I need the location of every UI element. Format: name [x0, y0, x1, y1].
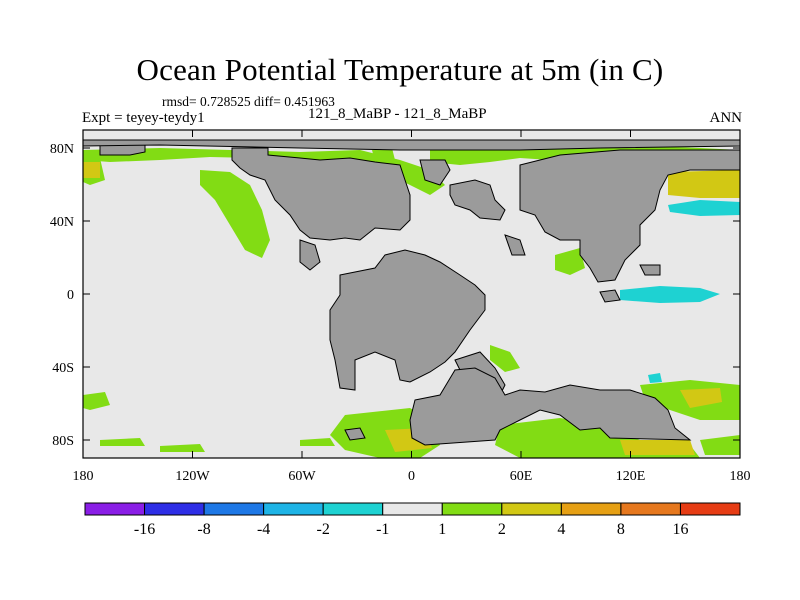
lon-label-180-left: 180 [73, 469, 94, 484]
colorbar-box [620, 502, 681, 516]
colorbar-labels: -16 -8 -4 -2 -1 1 2 4 8 16 [134, 521, 689, 538]
map-layers [83, 139, 740, 458]
colorbar-label: -4 [257, 521, 270, 538]
season-label: ANN [709, 110, 743, 126]
colorbar-label: -1 [376, 521, 389, 538]
longitude-labels: 180 120W 60W 0 60E 120E 180 [73, 469, 751, 484]
experiment-label: Expt = teyey-teydy1 [82, 110, 205, 126]
colorbar-label: 16 [672, 521, 688, 538]
lat-label-80n: 80N [50, 142, 74, 157]
colorbar-box [144, 502, 205, 516]
colorbar-box [501, 502, 562, 516]
anomaly-cyan-regions [620, 200, 740, 383]
lon-label-180-right: 180 [730, 469, 751, 484]
colorbar [84, 502, 741, 516]
colorbar-label: -2 [317, 521, 330, 538]
lat-label-40n: 40N [50, 215, 74, 230]
stats-text: rmsd= 0.728525 diff= 0.451963 [162, 94, 335, 109]
colorbar-label: -8 [197, 521, 210, 538]
colorbar-label: 8 [617, 521, 625, 538]
colorbar-box [263, 502, 324, 516]
longitude-axis [192, 130, 631, 458]
colorbar-label: 4 [557, 521, 565, 538]
lat-label-40s: 40S [52, 361, 74, 376]
colorbar-box [441, 502, 503, 516]
land-masses [83, 139, 740, 446]
lat-label-0: 0 [67, 288, 74, 303]
colorbar-box [679, 502, 741, 516]
latitude-labels: 80N 40N 0 40S 80S [50, 142, 74, 449]
colorbar-box [322, 502, 384, 516]
lon-label-0: 0 [408, 469, 415, 484]
latitude-axis [83, 147, 740, 441]
colorbar-label: 2 [498, 521, 506, 538]
lon-label-120w: 120W [175, 469, 210, 484]
lon-label-60e: 60E [510, 469, 533, 484]
plot-title: Ocean Potential Temperature at 5m (in C) [136, 52, 664, 87]
lon-label-120e: 120E [616, 469, 646, 484]
colorbar-box [203, 502, 265, 516]
colorbar-box [560, 502, 622, 516]
colorbar-label: -16 [134, 521, 155, 538]
colorbar-box [382, 502, 443, 516]
lon-label-60w: 60W [288, 469, 316, 484]
colorbar-box [84, 502, 146, 516]
period-label: 121_8_MaBP - 121_8_MaBP [308, 106, 487, 122]
lat-label-80s: 80S [52, 434, 74, 449]
colorbar-label: 1 [438, 521, 446, 538]
